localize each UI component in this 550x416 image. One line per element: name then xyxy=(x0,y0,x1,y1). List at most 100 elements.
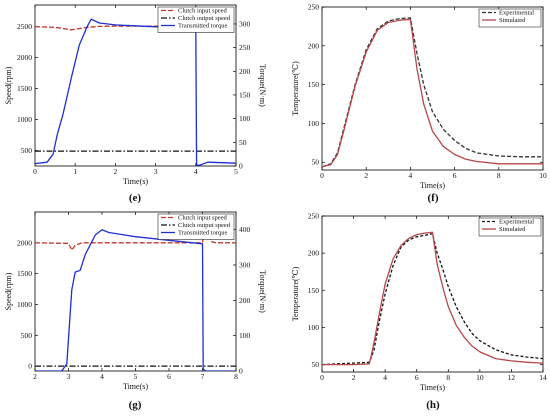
y2-tick-label: 400 xyxy=(239,225,251,234)
legend-label: Transmitted torque xyxy=(178,23,228,30)
legend-box xyxy=(157,6,235,33)
legend-label: Clutch output speed xyxy=(178,222,231,229)
legend-box xyxy=(478,8,542,28)
y-tick-label: 200 xyxy=(308,41,320,50)
series-line-2 xyxy=(35,18,236,166)
plot-frame xyxy=(34,4,237,167)
y2-axis-label: Torque(N·m) xyxy=(258,270,267,313)
panel-caption: (g) xyxy=(129,399,142,411)
y-tick-label: 1000 xyxy=(17,300,32,309)
x-tick-label: 12 xyxy=(508,373,516,382)
series-line-2 xyxy=(35,229,236,371)
y-tick-label: 2500 xyxy=(17,22,32,31)
y2-tick-label: 250 xyxy=(239,43,251,52)
legend-label: Clutch input speed xyxy=(178,215,227,222)
legend-label: Simulated xyxy=(499,17,526,24)
x-tick-label: 8 xyxy=(497,171,501,180)
y-axis-label: Speed(rpm) xyxy=(4,272,13,310)
y2-tick-label: 300 xyxy=(239,261,251,270)
y-tick-label: 2000 xyxy=(17,53,32,62)
y2-tick-label: 0 xyxy=(239,162,243,171)
x-tick-label: 10 xyxy=(539,171,547,180)
x-tick-label: 0 xyxy=(320,171,324,180)
x-tick-label: 4 xyxy=(383,373,387,382)
y2-tick-label: 100 xyxy=(239,114,251,123)
x-axis-label: Time(s) xyxy=(420,383,445,392)
x-tick-label: 6 xyxy=(415,373,419,382)
x-tick-label: 2 xyxy=(33,372,37,381)
legend-label: Clutch input speed xyxy=(178,8,227,15)
panel-caption: (f) xyxy=(428,192,439,204)
y2-axis-label: Torque(N·m) xyxy=(258,64,267,107)
x-tick-label: 2 xyxy=(352,373,356,382)
plot-frame xyxy=(321,215,544,373)
y-tick-label: 100 xyxy=(308,119,320,128)
x-tick-label: 7 xyxy=(201,372,205,381)
panel-caption: (e) xyxy=(129,192,142,204)
chart-panel-h: 0 2 4 6 8 10 12 14 50 100 150 200 250 Time(s) Temperat… xyxy=(291,212,547,412)
y-axis-label: Temperature(℃) xyxy=(291,61,300,116)
x-axis-label: Time(s) xyxy=(123,382,148,391)
y2-tick-label: 50 xyxy=(239,138,247,147)
y-tick-label: 500 xyxy=(21,331,33,340)
x-tick-label: 5 xyxy=(134,372,138,381)
legend-label: Clutch output speed xyxy=(178,15,231,22)
x-tick-label: 4 xyxy=(100,372,104,381)
legend-box xyxy=(157,213,235,240)
chart-panel-e: 0 1 2 3 4 5 500 1000 1500 2000 2500 0 50 100 150 200 250… xyxy=(4,4,267,204)
series-line-1 xyxy=(322,18,543,168)
y-tick-label: 150 xyxy=(308,286,320,295)
y2-tick-label: 200 xyxy=(239,67,251,76)
y-tick-label: 50 xyxy=(312,158,320,167)
y-tick-label: 1500 xyxy=(17,269,32,278)
y-tick-label: 150 xyxy=(308,80,320,89)
y2-tick-label: 0 xyxy=(239,367,243,376)
legend-box xyxy=(478,217,542,237)
y2-tick-label: 300 xyxy=(239,19,251,28)
legend-label: Experimental xyxy=(499,219,534,226)
x-tick-label: 0 xyxy=(320,373,324,382)
y-tick-label: 50 xyxy=(312,360,320,369)
x-tick-label: 5 xyxy=(234,167,238,176)
legend-label: Simulated xyxy=(499,226,526,233)
x-axis-label: Time(s) xyxy=(420,181,445,190)
x-tick-label: 2 xyxy=(114,167,118,176)
y-tick-label: 200 xyxy=(308,249,320,258)
x-tick-label: 10 xyxy=(476,373,484,382)
y-tick-label: 250 xyxy=(308,3,320,12)
chart-panel-g: 2 3 4 5 6 7 805001000150020000100200300400Time… xyxy=(4,211,267,411)
x-tick-label: 1 xyxy=(73,167,77,176)
x-tick-label: 4 xyxy=(409,171,413,180)
x-tick-label: 6 xyxy=(167,372,171,381)
y-axis-label: Temperature(℃) xyxy=(291,266,300,321)
y-tick-label: 500 xyxy=(21,146,33,155)
y-tick-label: 2000 xyxy=(17,238,32,247)
chart-panel-f: 0 2 4 6 8 10 50 100 150 200 250 Time(s) Temperature(… xyxy=(291,3,547,205)
x-tick-label: 8 xyxy=(234,372,238,381)
x-tick-label: 4 xyxy=(194,167,198,176)
legend-label: Transmitted torque xyxy=(178,230,228,237)
plot-frame xyxy=(321,6,544,171)
y-tick-label: 0 xyxy=(28,362,32,371)
y-tick-label: 1000 xyxy=(17,115,32,124)
x-tick-label: 6 xyxy=(453,171,457,180)
x-axis-label: Time(s) xyxy=(123,177,148,186)
x-tick-label: 14 xyxy=(539,373,547,382)
x-tick-label: 0 xyxy=(33,167,37,176)
x-tick-label: 3 xyxy=(67,372,71,381)
y-tick-label: 250 xyxy=(308,212,320,221)
x-tick-label: 2 xyxy=(364,171,368,180)
x-tick-label: 3 xyxy=(154,167,158,176)
panel-caption: (h) xyxy=(426,399,440,411)
y-tick-label: 100 xyxy=(308,323,320,332)
y-tick-label: 1500 xyxy=(17,84,32,93)
series-line-1 xyxy=(322,231,543,366)
y2-tick-label: 100 xyxy=(239,331,251,340)
series-line-0 xyxy=(322,17,543,168)
legend-label: Experimental xyxy=(499,10,534,17)
x-tick-label: 8 xyxy=(446,373,450,382)
